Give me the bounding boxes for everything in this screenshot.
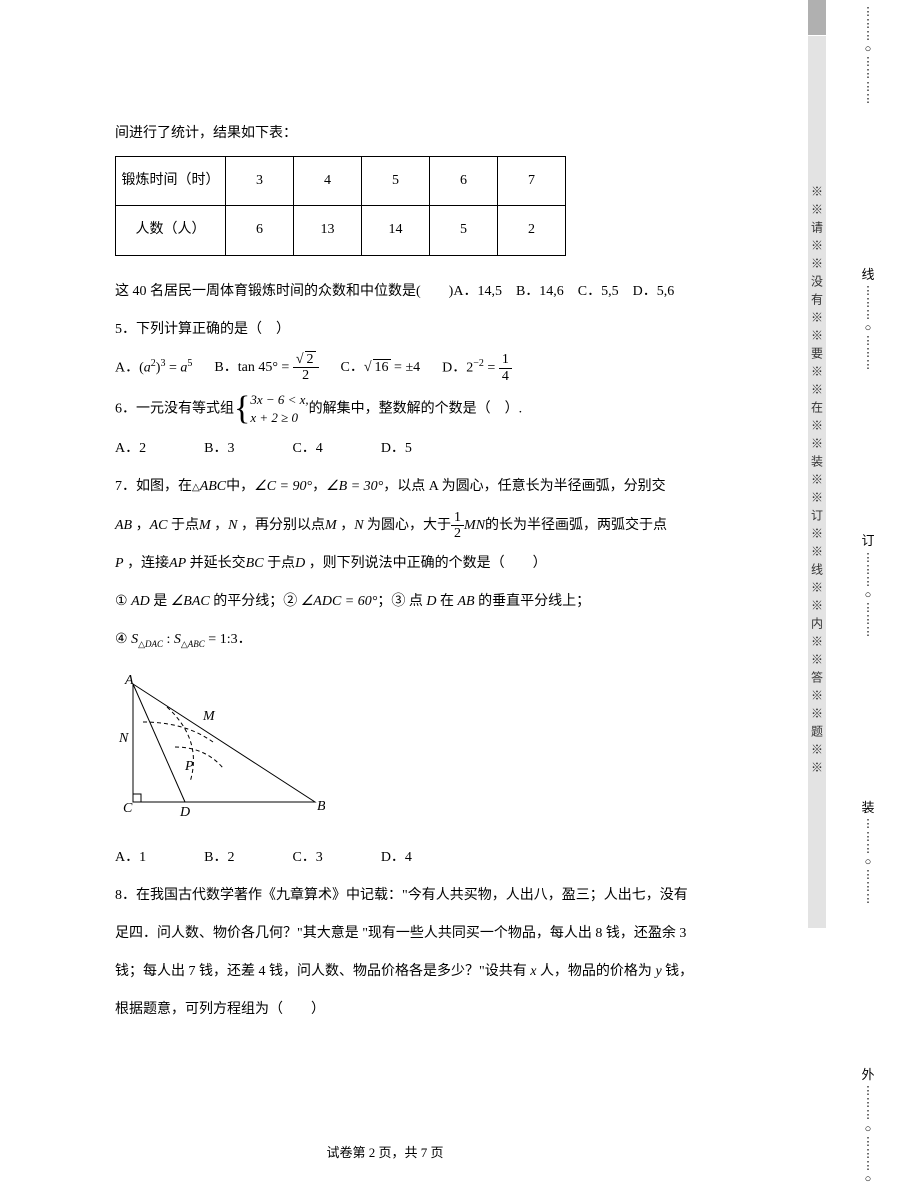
page-footer: 试卷第 2 页，共 7 页 [0,1142,770,1161]
table-cell: 2 [498,206,566,255]
svg-text:C: C [123,801,133,816]
svg-text:A: A [124,673,134,688]
q5-opt-a: A．(a2)3 = a5 [115,352,192,385]
q4-stem: 这 40 名居民一周体育锻炼时间的众数和中位数是( ) [115,284,453,299]
svg-text:D: D [179,805,190,820]
question-7-line2: AB ，AC 于点M ，N ，再分别以点M ，N 为圆心，大于12MN的长为半径… [115,510,755,542]
question-7-stmts2: ④ S△DAC : S△ABC = 1:3． [115,624,755,656]
question-6-options: A．2 B．3 C．4 D．5 [115,433,755,465]
table-cell: 14 [362,206,430,255]
table-cell: 3 [226,157,294,206]
q6-opt-d: D．5 [381,433,412,465]
q6-opt-b: B．3 [204,433,234,465]
table-cell: 5 [362,157,430,206]
q7-opt-d: D．4 [381,842,412,874]
data-table: 锻炼时间（时） 3 4 5 6 7 人数（人） 6 13 14 5 2 [115,156,566,255]
table-cell: 人数（人） [116,206,226,255]
question-4: 这 40 名居民一周体育锻炼时间的众数和中位数是( )A．14,5 B．14,6… [115,276,755,308]
question-5-stem: 5．下列计算正确的是（ ） [115,314,755,346]
margin-warning: ※※请※※没有※※要※※在※※装※※订※※线※※内※※答※※题※※ [808,36,826,928]
exam-page: 间进行了统计，结果如下表： 锻炼时间（时） 3 4 5 6 7 人数（人） 6 … [0,0,920,1191]
q5-opt-d: D．2−2 = 14 [442,352,512,385]
table-cell: 6 [226,206,294,255]
q4-opts: A．14,5 B．14,6 C．5,5 D．5,6 [453,284,674,299]
question-8-l3: 钱；每人出 7 钱，还差 4 钱，问人数、物品价格各是多少？"设共有 x 人，物… [115,956,755,988]
question-8-l1: 8．在我国古代数学著作《九章算术》中记载："今有人共买物，人出八，盈三；人出七，… [115,880,755,912]
q7-opt-b: B．2 [204,842,234,874]
q5-opt-c: C．16 = ±4 [341,352,421,385]
table-cell: 6 [430,157,498,206]
margin-fold-line: ⋮⋮⋮○⋮⋮⋮⋮ 线⋮⋮⋮○⋮⋮⋮ 订⋮⋮⋮○⋮⋮⋮ 装⋮⋮⋮○⋮⋮⋮ 外⋮⋮⋮… [852,0,884,1191]
margin-gray-block [808,0,826,35]
intro-text: 间进行了统计，结果如下表： [115,118,755,150]
question-7-line3: P ，连接AP 并延长交BC 于点D ，则下列说法中正确的个数是（ ） [115,548,755,580]
q5-opt-b: B．tan 45° = 22 [214,352,318,385]
table-cell: 7 [498,157,566,206]
table-cell: 4 [294,157,362,206]
geometry-figure: A B C D M N P [115,672,325,822]
table-cell: 5 [430,206,498,255]
q7-opt-c: C．3 [292,842,322,874]
svg-text:B: B [317,799,325,814]
content-column: 间进行了统计，结果如下表： 锻炼时间（时） 3 4 5 6 7 人数（人） 6 … [115,112,755,1033]
question-6-stem: 6．一元没有等式组{3x − 6 < x,x + 2 ≥ 0的解集中，整数解的个… [115,391,755,427]
question-7-stmts1: ① AD 是 ∠BAC 的平分线；② ∠ADC = 60°；③ 点 D 在 AB… [115,586,755,618]
q7-opt-a: A．1 [115,842,146,874]
svg-text:M: M [202,709,216,724]
svg-text:N: N [118,731,129,746]
question-8-l2: 足四．问人数、物价各几何？"其大意是 "现有一些人共同买一个物品，每人出 8 钱… [115,918,755,950]
question-7-line1: 7．如图，在△ABC中，∠C = 90°，∠B = 30°，以点 A 为圆心，任… [115,471,755,503]
svg-text:P: P [184,759,194,774]
q6-opt-c: C．4 [292,433,322,465]
table-cell: 13 [294,206,362,255]
question-7-options: A．1 B．2 C．3 D．4 [115,842,755,874]
table-cell: 锻炼时间（时） [116,157,226,206]
table-row: 人数（人） 6 13 14 5 2 [116,206,566,255]
question-8-l4: 根据题意，可列方程组为（ ） [115,994,755,1026]
q6-opt-a: A．2 [115,433,146,465]
question-5-options: A．(a2)3 = a5 B．tan 45° = 22 C．16 = ±4 D．… [115,352,755,385]
table-row: 锻炼时间（时） 3 4 5 6 7 [116,157,566,206]
